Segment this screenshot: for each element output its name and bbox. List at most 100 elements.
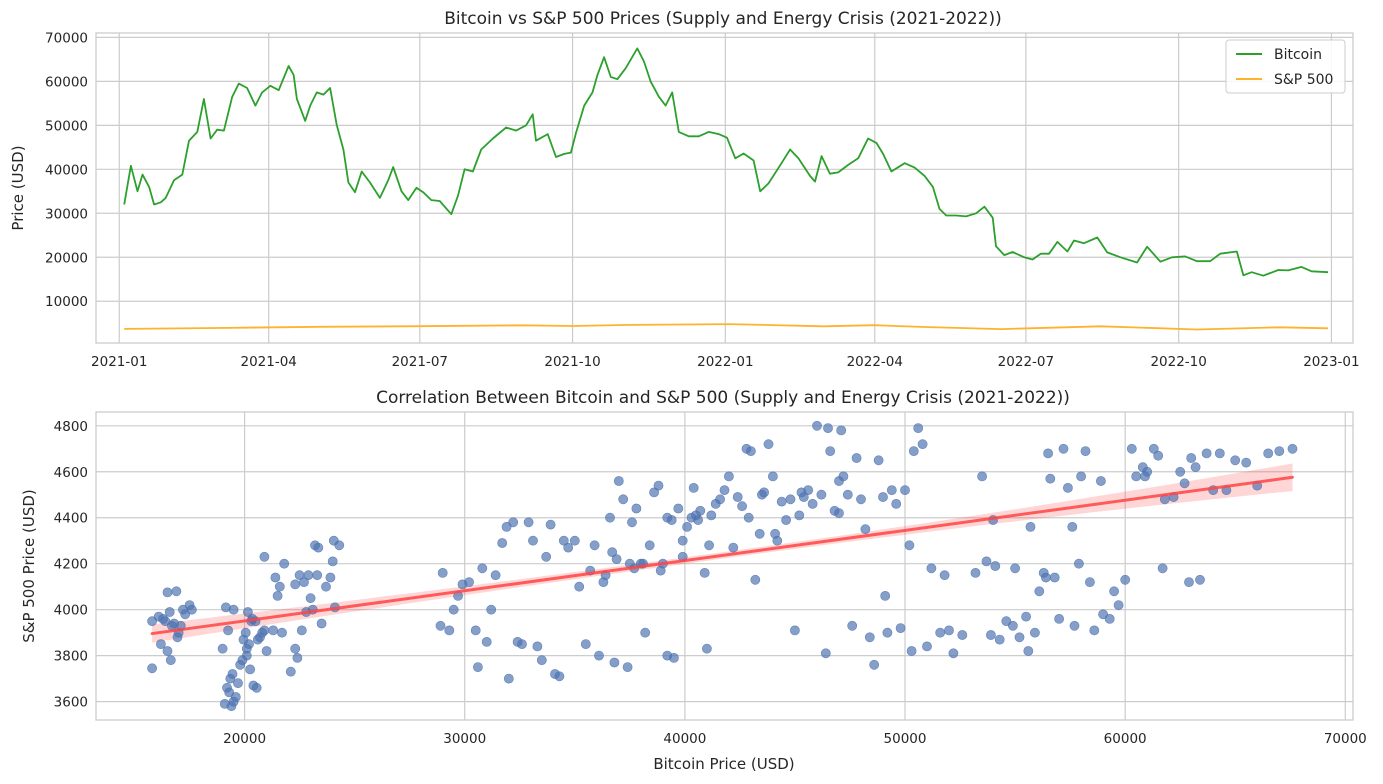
- scatter-point: [1085, 577, 1095, 587]
- scatter-point: [1034, 586, 1045, 597]
- scatter-point: [1109, 586, 1119, 597]
- bottom-x-tick-label: 40000: [663, 731, 706, 747]
- scatter-point: [1175, 466, 1186, 477]
- legend-label-bitcoin: Bitcoin: [1274, 47, 1322, 63]
- scatter-point: [1058, 443, 1069, 454]
- scatter-point: [609, 657, 620, 668]
- scatter-point: [1190, 462, 1201, 473]
- scatter-point: [164, 607, 175, 617]
- scatter-point: [906, 646, 917, 656]
- scatter-point: [882, 627, 893, 638]
- scatter-point: [1067, 522, 1078, 532]
- scatter-point: [162, 587, 173, 598]
- scatter-point: [1054, 614, 1064, 624]
- scatter-point: [873, 455, 884, 466]
- scatter-point: [486, 604, 497, 615]
- scatter-point: [259, 551, 270, 562]
- scatter-point: [1195, 574, 1205, 585]
- scatter-points-group: [147, 420, 1298, 712]
- top-y-axis-label: Price (USD): [9, 145, 27, 230]
- scatter-point: [580, 639, 591, 649]
- scatter-point: [162, 646, 173, 656]
- scatter-point: [935, 627, 946, 638]
- scatter-point: [569, 535, 580, 546]
- top-x-tick-label: 2023-01: [1303, 354, 1359, 370]
- scatter-point: [682, 522, 692, 532]
- scatter-point: [448, 604, 459, 615]
- scatter-point: [754, 528, 765, 539]
- scatter-point: [618, 494, 629, 505]
- scatter-point: [715, 494, 725, 505]
- scatter-point: [598, 577, 609, 587]
- scatter-point: [838, 471, 849, 482]
- top-y-tick-label: 30000: [45, 206, 88, 222]
- regression-confidence-band: [152, 463, 1293, 643]
- scatter-point: [158, 614, 168, 624]
- scatter-point: [856, 494, 866, 505]
- scatter-point: [886, 485, 897, 495]
- scatter-point: [261, 646, 272, 656]
- scatter-point: [227, 669, 238, 679]
- bottom-y-axis-label: S&P 500 Price (USD): [20, 489, 38, 643]
- bottom-y-tick-label: 4000: [54, 603, 88, 619]
- scatter-point: [768, 471, 778, 482]
- scatter-point: [794, 510, 805, 521]
- scatter-point: [622, 662, 633, 672]
- scatter-point: [1023, 646, 1034, 656]
- top-y-ticks: 10000 20000 30000 40000 50000 60000 70000: [45, 30, 88, 310]
- scatter-point: [640, 627, 651, 638]
- scatter-point: [649, 487, 659, 498]
- top-chart-title: Bitcoin vs S&P 500 Prices (Supply and En…: [444, 9, 1002, 29]
- bottom-chart-title: Correlation Between Bitcoin and S&P 500 …: [376, 388, 1070, 408]
- scatter-point: [847, 620, 858, 631]
- scatter-point: [541, 551, 552, 562]
- scatter-point: [186, 604, 197, 615]
- scatter-point: [1104, 614, 1115, 624]
- scatter-point: [607, 547, 618, 558]
- scatter-point: [245, 664, 255, 675]
- scatter-point: [770, 528, 780, 539]
- scatter-point: [589, 540, 600, 551]
- scatter-point: [644, 540, 655, 551]
- scatter-point: [908, 446, 919, 456]
- scatter-point: [1131, 471, 1142, 482]
- scatter-point: [688, 482, 699, 493]
- scatter-point: [321, 581, 331, 592]
- scatter-point: [574, 581, 585, 592]
- scatter-point: [155, 639, 166, 649]
- scatter-point: [219, 699, 230, 709]
- scatter-point: [1186, 453, 1197, 463]
- scatter-point: [1041, 572, 1051, 583]
- scatter-point: [939, 570, 950, 581]
- price-line-chart: Bitcoin vs S&P 500 Prices (Supply and En…: [9, 9, 1360, 370]
- scatter-point: [303, 570, 314, 581]
- scatter-point: [781, 515, 791, 525]
- scatter-point: [1025, 522, 1036, 532]
- scatter-point: [312, 570, 323, 581]
- scatter-point: [662, 512, 673, 523]
- bottom-x-tick-label: 30000: [443, 731, 486, 747]
- scatter-point: [836, 425, 847, 436]
- scatter-point: [948, 648, 959, 659]
- top-y-tick-label: 50000: [45, 118, 88, 134]
- scatter-point: [825, 446, 836, 456]
- scatter-point: [986, 630, 996, 640]
- scatter-point: [259, 625, 270, 636]
- scatter-point: [270, 572, 281, 583]
- top-grid: [96, 33, 1353, 343]
- scatter-point: [776, 496, 787, 507]
- scatter-point: [880, 591, 891, 601]
- scatter-point: [977, 471, 987, 482]
- scatter-point: [554, 671, 565, 682]
- scatter-point: [1010, 563, 1020, 574]
- top-x-tick-label: 2021-07: [392, 354, 448, 370]
- scatter-point: [536, 655, 547, 666]
- scatter-point: [655, 565, 666, 576]
- bottom-y-tick-label: 4400: [54, 511, 88, 527]
- scatter-point: [1287, 443, 1298, 454]
- bottom-y-tick-label: 4800: [54, 419, 88, 435]
- scatter-point: [728, 542, 739, 553]
- scatter-point: [1063, 482, 1073, 493]
- scatter-point: [796, 487, 807, 498]
- scatter-point: [517, 639, 527, 649]
